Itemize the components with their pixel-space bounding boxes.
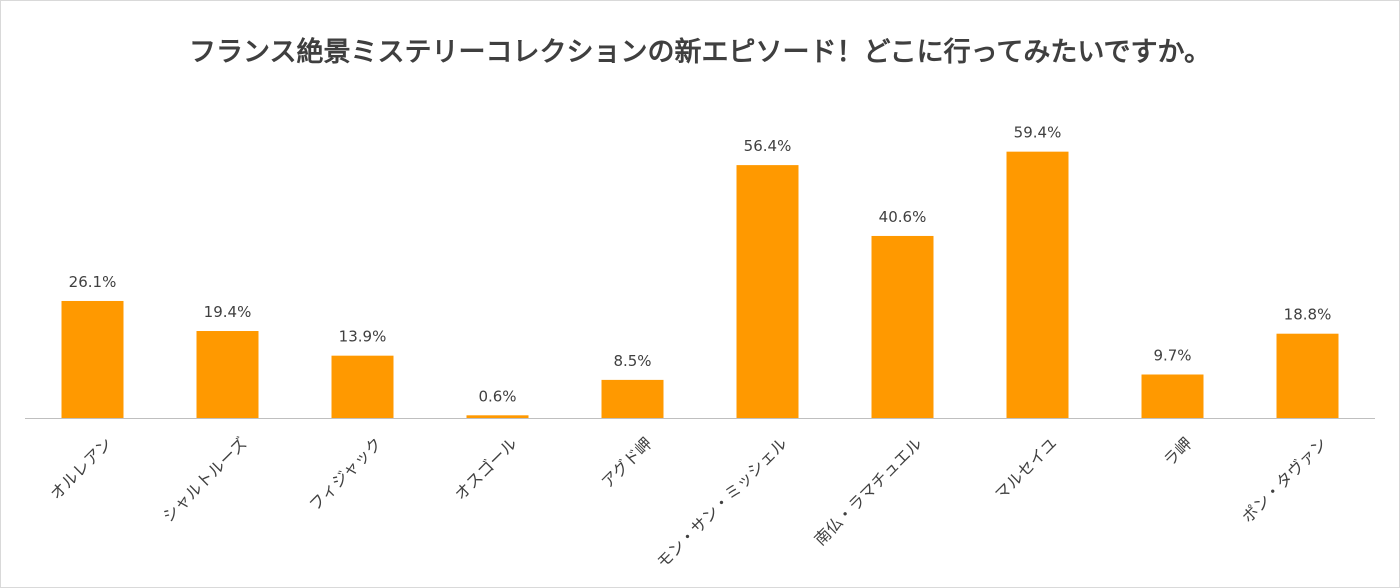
category-label-8: マルセイユ [991,434,1061,504]
category-label-9: ラ岬 [1160,434,1196,470]
data-label-5: 8.5% [613,352,651,370]
bar-6 [736,165,799,418]
data-label-6: 56.4% [744,137,792,155]
category-label-5: アグド岬 [598,434,656,492]
category-label-2: シャルトルーズ [159,434,251,526]
data-label-4: 0.6% [478,387,516,405]
bar-7 [871,235,934,418]
category-label-6: モン・サン・ミッシェル [653,434,791,572]
bar-10 [1276,333,1339,418]
category-label-10: ポン・タヴァン [1238,434,1331,527]
data-label-9: 9.7% [1153,347,1191,365]
bar-4 [466,415,529,418]
value-labels-group: 26.1% 19.4% 13.9% 0.6% 8.5% 56.4% 40.6% 59.4% 9.… [69,124,1332,406]
bar-1 [61,300,124,418]
data-label-3: 13.9% [339,328,387,346]
bar-2 [196,331,259,418]
data-label-8: 59.4% [1014,124,1062,142]
bars-group [61,151,1339,418]
bar-3 [331,355,394,418]
chart-title: フランス絶景ミステリーコレクションの新エピソード！どこに行ってみたいですか。 [189,37,1211,68]
data-label-1: 26.1% [69,273,117,291]
category-label-1: オルレアン [46,434,116,504]
bar-9 [1141,374,1204,418]
data-label-2: 19.4% [204,303,252,321]
data-label-7: 40.6% [879,208,927,226]
data-label-10: 18.8% [1284,306,1332,324]
bar-5 [601,379,664,418]
category-label-3: フィジャック [305,434,386,515]
category-label-7: 南仏・ラマチュエル [811,434,926,549]
bar-8 [1006,151,1069,418]
category-label-4: オスゴール [451,434,521,504]
